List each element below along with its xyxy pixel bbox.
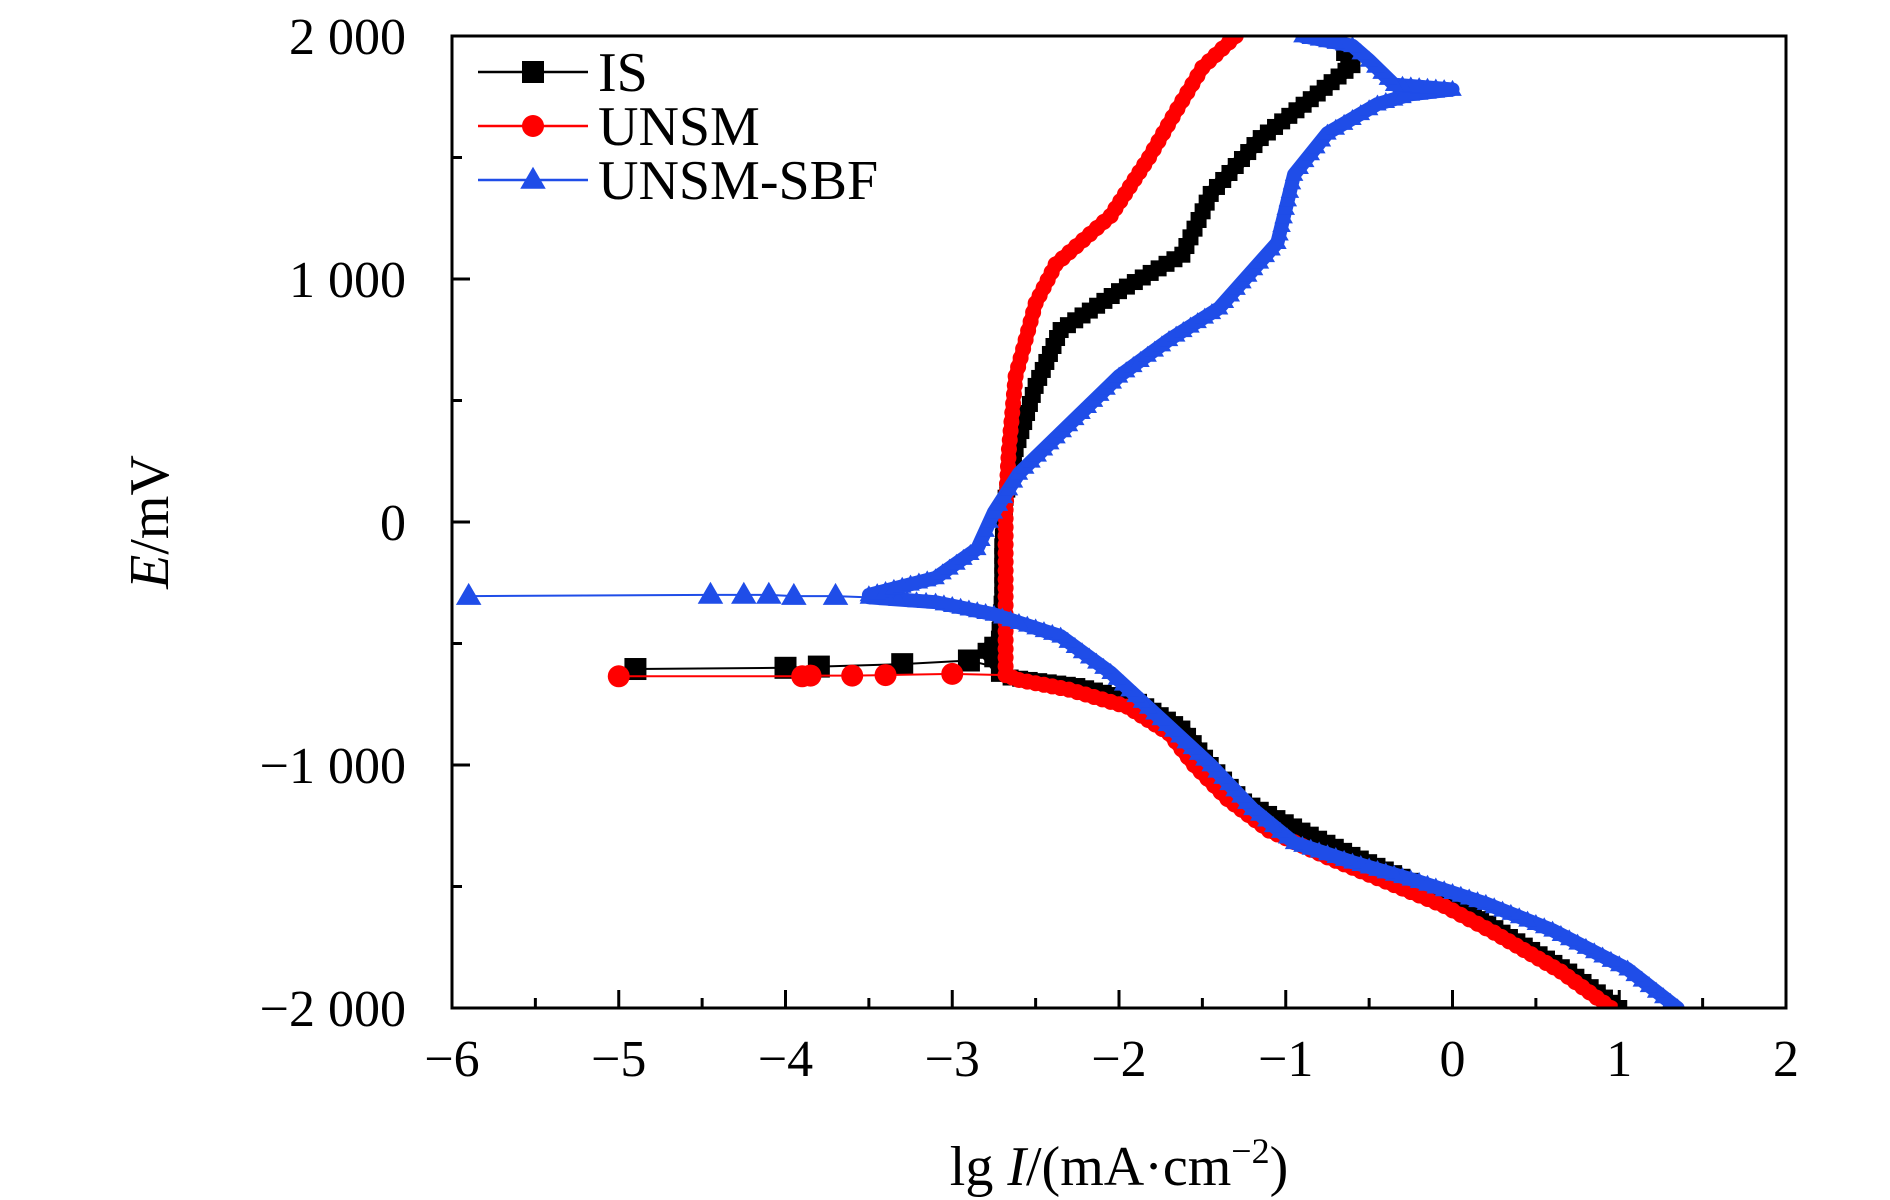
y-axis-label-var: E: [119, 555, 181, 590]
data-point-marker: [1318, 123, 1337, 140]
y-tick-label: 0: [380, 495, 406, 552]
data-point-marker: [1551, 924, 1571, 941]
data-point-marker: [1351, 104, 1371, 121]
legend-item-unsm: UNSM: [478, 96, 760, 158]
data-point-marker: [774, 656, 797, 679]
data-point-marker: [1334, 113, 1354, 130]
data-point-marker: [957, 649, 980, 672]
data-point-marker: [1274, 207, 1293, 224]
data-point-marker: [1268, 232, 1287, 249]
x-tick-label: −3: [925, 1031, 980, 1088]
x-tick-label: −4: [758, 1031, 813, 1088]
y-axis-label: E/mV: [119, 455, 181, 590]
x-tick-label: −1: [1258, 1031, 1313, 1088]
x-axis-label-unit: /(mA·cm: [1026, 1136, 1231, 1198]
y-tick-label: 2 000: [289, 9, 406, 66]
data-point-marker: [1293, 36, 1312, 43]
data-point-marker: [624, 658, 647, 681]
data-point-marker: [1343, 109, 1362, 126]
data-point-marker: [1609, 955, 1629, 972]
x-tick-label: −6: [424, 1031, 479, 1088]
x-tick-label: 0: [1440, 1031, 1466, 1088]
y-tick-label: −2 000: [260, 981, 406, 1038]
data-point-marker: [1568, 933, 1587, 950]
series-unsm-sbf: [455, 36, 1685, 1008]
legend-item-unsm-sbf: UNSM-SBF: [478, 150, 878, 212]
data-point-marker: [781, 582, 807, 605]
data-point-marker: [976, 520, 995, 537]
data-point-marker: [1326, 118, 1346, 135]
legend-label: IS: [598, 42, 648, 104]
x-tick-label: −2: [1091, 1031, 1146, 1088]
x-axis-label-close: ): [1270, 1136, 1289, 1198]
data-point-marker: [1278, 190, 1298, 207]
y-tick-label: 1 000: [289, 252, 406, 309]
legend-marker: [522, 115, 544, 137]
data-point-marker: [972, 530, 991, 547]
legend-label: UNSM: [598, 96, 760, 158]
data-point-marker: [791, 665, 814, 688]
x-tick-label: −5: [591, 1031, 646, 1088]
data-point-marker: [455, 582, 482, 605]
x-axis-label-sup: −2: [1231, 1131, 1269, 1171]
x-axis-label-var: I: [1006, 1136, 1028, 1198]
data-point-marker: [874, 664, 897, 687]
legend-marker: [520, 166, 546, 189]
data-point-marker: [980, 511, 1000, 528]
legend-label: UNSM-SBF: [598, 150, 878, 212]
data-point-marker: [1272, 215, 1291, 232]
data-point-marker: [1576, 937, 1596, 954]
data-point-marker: [1593, 946, 1612, 963]
data-point-marker: [1227, 36, 1244, 44]
data-point-marker: [731, 581, 757, 604]
data-point-marker: [841, 664, 864, 687]
data-point-marker: [1618, 959, 1637, 976]
legend-marker: [522, 61, 544, 83]
data-point-marker: [756, 581, 782, 604]
series-unsm: [607, 36, 1619, 1008]
data-point-marker: [1280, 181, 1300, 198]
data-point-marker: [967, 539, 987, 556]
data-point-marker: [1270, 224, 1289, 241]
data-point-marker: [822, 582, 849, 605]
legend-item-is: IS: [478, 42, 648, 104]
series-tail-line: [468, 593, 869, 599]
x-axis-label-prefix: lg: [950, 1136, 1008, 1198]
data-point-marker: [941, 662, 964, 685]
data-point-marker: [1359, 99, 1379, 116]
x-axis-label: lg I/(mA·cm−2): [950, 1131, 1288, 1198]
x-tick-label: 1: [1606, 1031, 1632, 1088]
data-point-marker: [607, 665, 630, 688]
data-point-marker: [1276, 198, 1296, 215]
data-point-marker: [891, 653, 914, 676]
y-axis-label-unit: /mV: [119, 455, 181, 555]
data-point-marker: [1584, 942, 1604, 959]
data-point-marker: [1282, 173, 1302, 190]
data-point-marker: [1559, 929, 1579, 946]
y-tick-label: −1 000: [260, 738, 406, 795]
data-point-marker: [697, 581, 724, 604]
x-tick-label: 2: [1773, 1031, 1799, 1088]
data-point-marker: [1601, 950, 1621, 967]
